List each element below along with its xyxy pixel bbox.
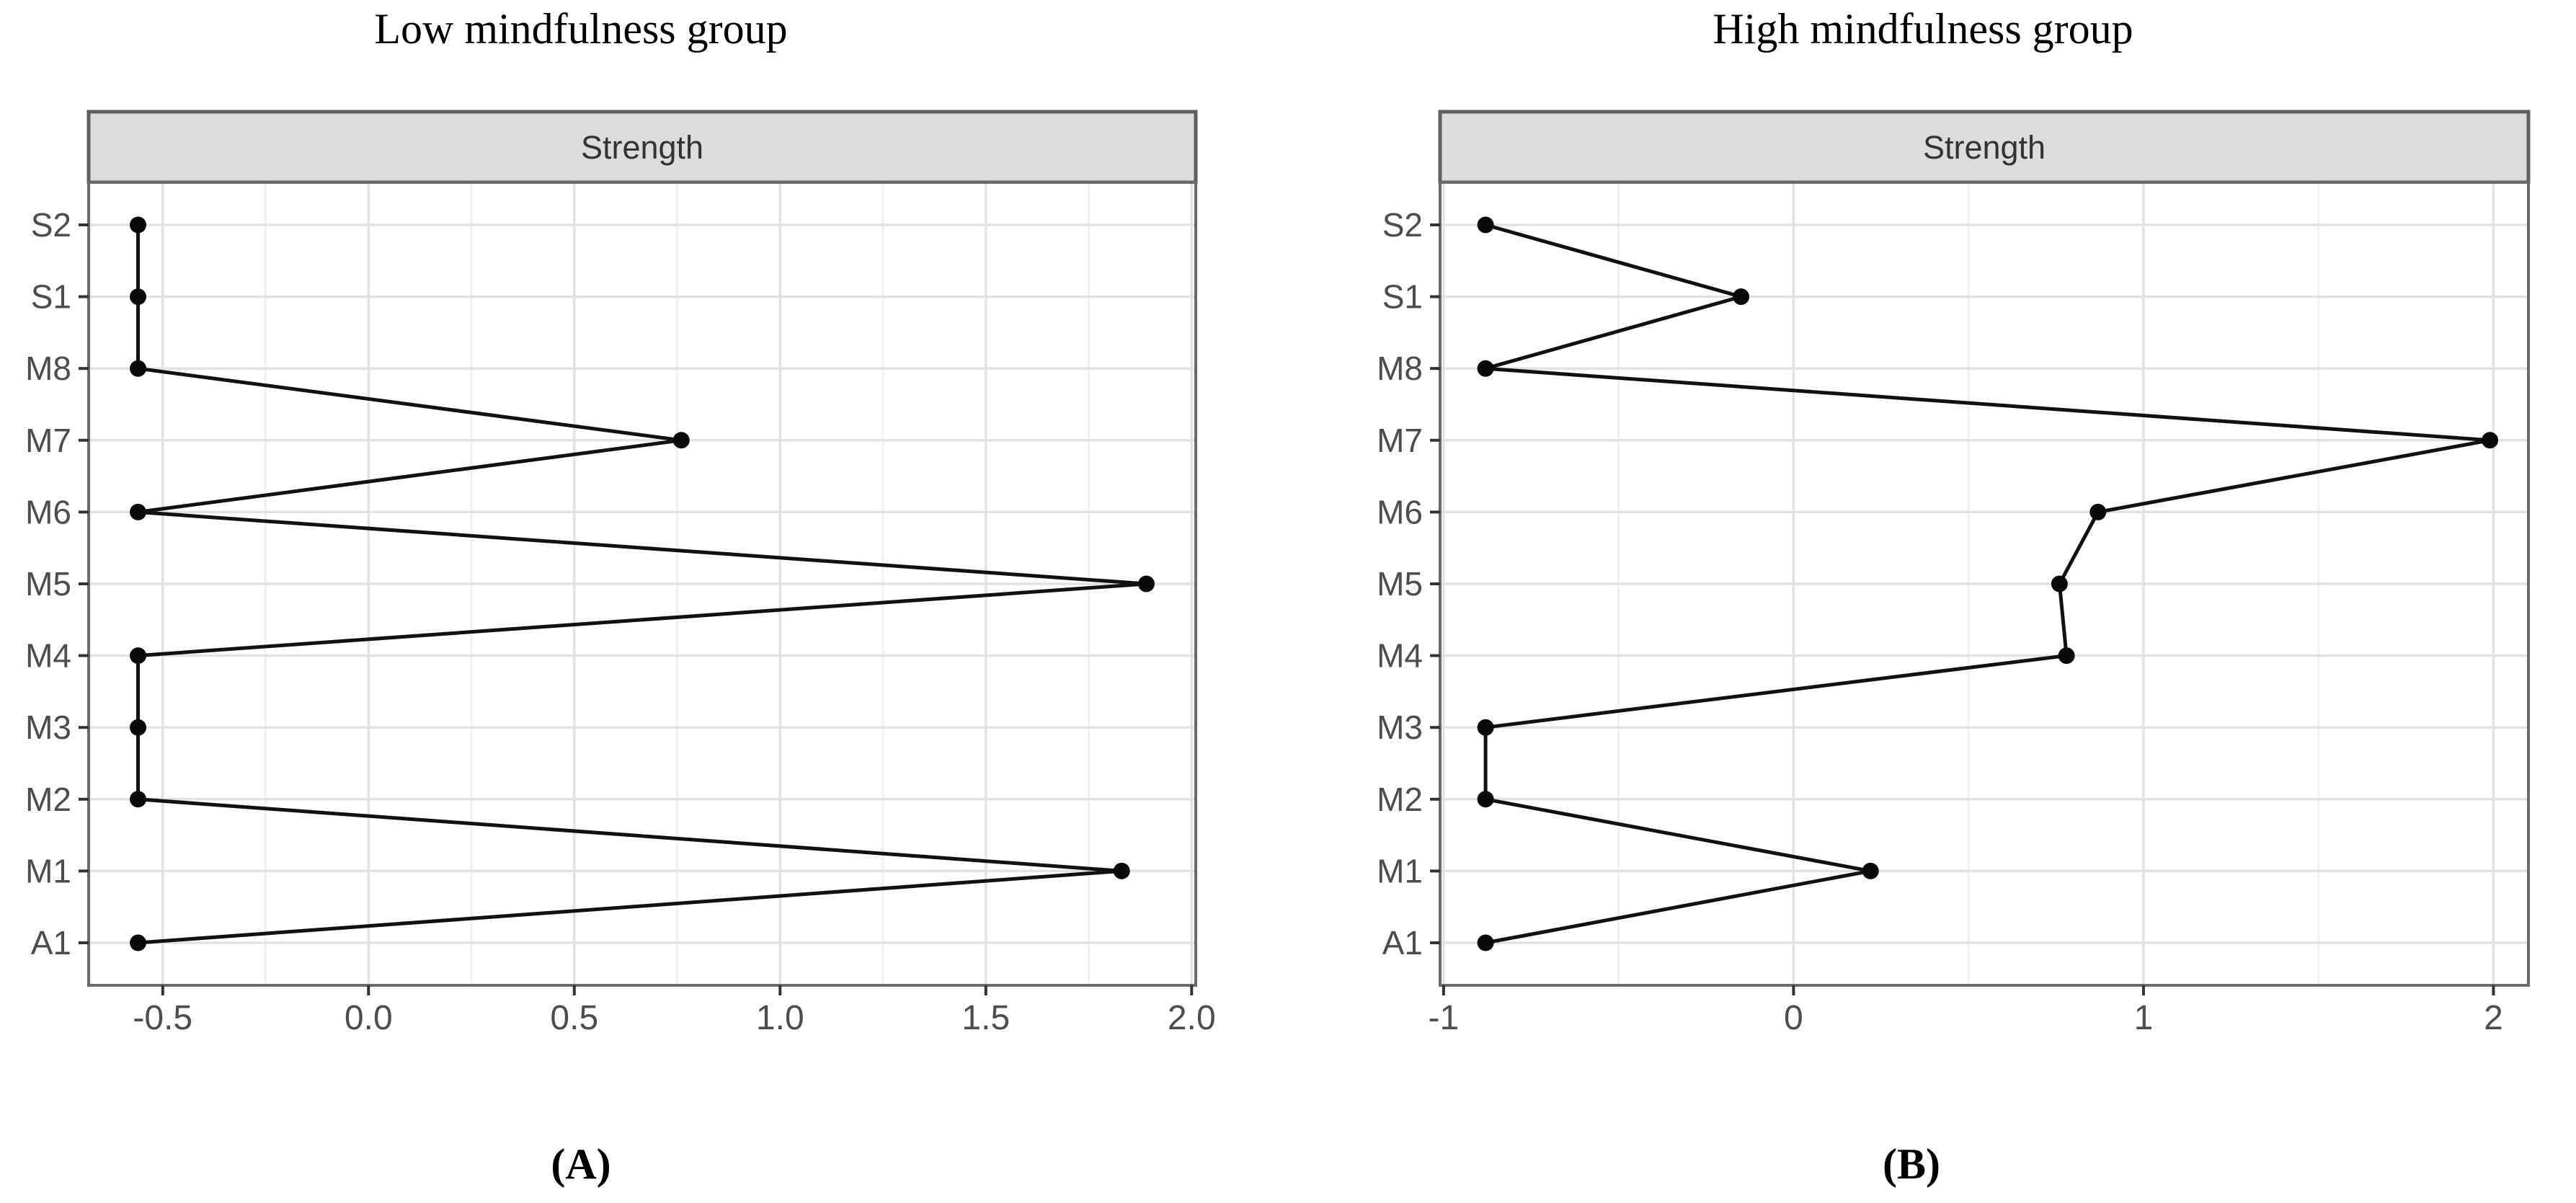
y-axis-label-M5: M5 [25,565,71,603]
y-axis-label-M3: M3 [1377,709,1423,746]
x-tick-label-2: 2.0 [1168,999,1216,1037]
figure-a-title: Low mindfulness group [374,5,788,53]
figure-a-caption: (A) [551,1140,611,1188]
y-axis-label-M1: M1 [25,852,71,889]
data-point-A1 [1477,934,1494,951]
data-point-M4 [2058,647,2075,665]
data-point-M6 [2089,503,2107,520]
data-point-M1 [1862,862,1879,879]
data-point-M4 [130,647,147,665]
y-axis-label-S2: S2 [31,206,71,244]
y-axis-label-M4: M4 [1377,637,1423,675]
data-point-A1 [130,934,147,951]
x-tick-label-0.5: 0.5 [550,999,598,1037]
y-axis-label-M2: M2 [25,781,71,818]
x-tick-label-0: 0 [1784,999,1803,1037]
y-axis-label-M5: M5 [1377,565,1423,603]
y-axis-label-M6: M6 [1377,493,1423,531]
chart-B: Strength -1 0 1 2 S2 S1 M8 M7 M6 M5 M4 M3 M2 M1 A1 [1377,110,2531,1037]
data-point-M8 [1477,360,1494,377]
figure-b-title: High mindfulness group [1713,5,2133,53]
data-point-S2 [1477,216,1494,234]
y-axis-label-M2: M2 [1377,781,1423,818]
data-point-M2 [1477,791,1494,808]
x-tick-label--0.5: -0.5 [133,999,192,1037]
y-axis-label-M4: M4 [25,637,71,675]
facet-label: Strength [1923,129,2046,166]
x-tick-label-1: 1.0 [756,999,804,1037]
chart-A: Strength -0.5 0.0 0.5 1.0 1.5 2.0 S2 S1 M8 M7 M6 M5 M… [25,110,1216,1037]
data-point-M6 [130,503,147,520]
y-axis-label-M7: M7 [25,422,71,459]
data-point-M7 [672,432,690,449]
y-axis-label-S1: S1 [31,278,71,316]
facet-strip [86,110,1198,185]
facet-label: Strength [581,129,703,166]
x-tick-label-0: 0.0 [345,999,393,1037]
y-axis-label-M8: M8 [1377,350,1423,387]
y-axis-label-S2: S2 [1382,206,1423,244]
x-tick-label--1: -1 [1429,999,1460,1037]
x-tick-label-1: 1 [2134,999,2154,1037]
data-point-M5 [1137,575,1155,592]
figure-b-caption: (B) [1883,1140,1940,1188]
y-axis-label-M6: M6 [25,493,71,531]
data-point-M8 [130,360,147,377]
data-point-M1 [1113,862,1130,879]
data-point-M3 [1477,719,1494,736]
data-point-M3 [130,719,147,736]
x-tick-label-1.5: 1.5 [961,999,1010,1037]
x-tick-label-2: 2 [2484,999,2503,1037]
facet-strip [1438,110,2531,185]
data-point-M7 [2482,432,2499,449]
data-point-S2 [130,216,147,234]
y-axis-label-M1: M1 [1377,852,1423,889]
data-point-M5 [2051,575,2068,592]
y-axis-label-M3: M3 [25,709,71,746]
y-axis-label-M7: M7 [1377,422,1423,459]
y-axis-label-S1: S1 [1382,278,1423,316]
y-axis-label-A1: A1 [31,924,71,962]
y-axis-label-M8: M8 [25,350,71,387]
data-point-S1 [1733,288,1750,306]
data-point-M2 [130,791,147,808]
data-point-S1 [130,288,147,306]
y-axis-label-A1: A1 [1382,924,1423,962]
